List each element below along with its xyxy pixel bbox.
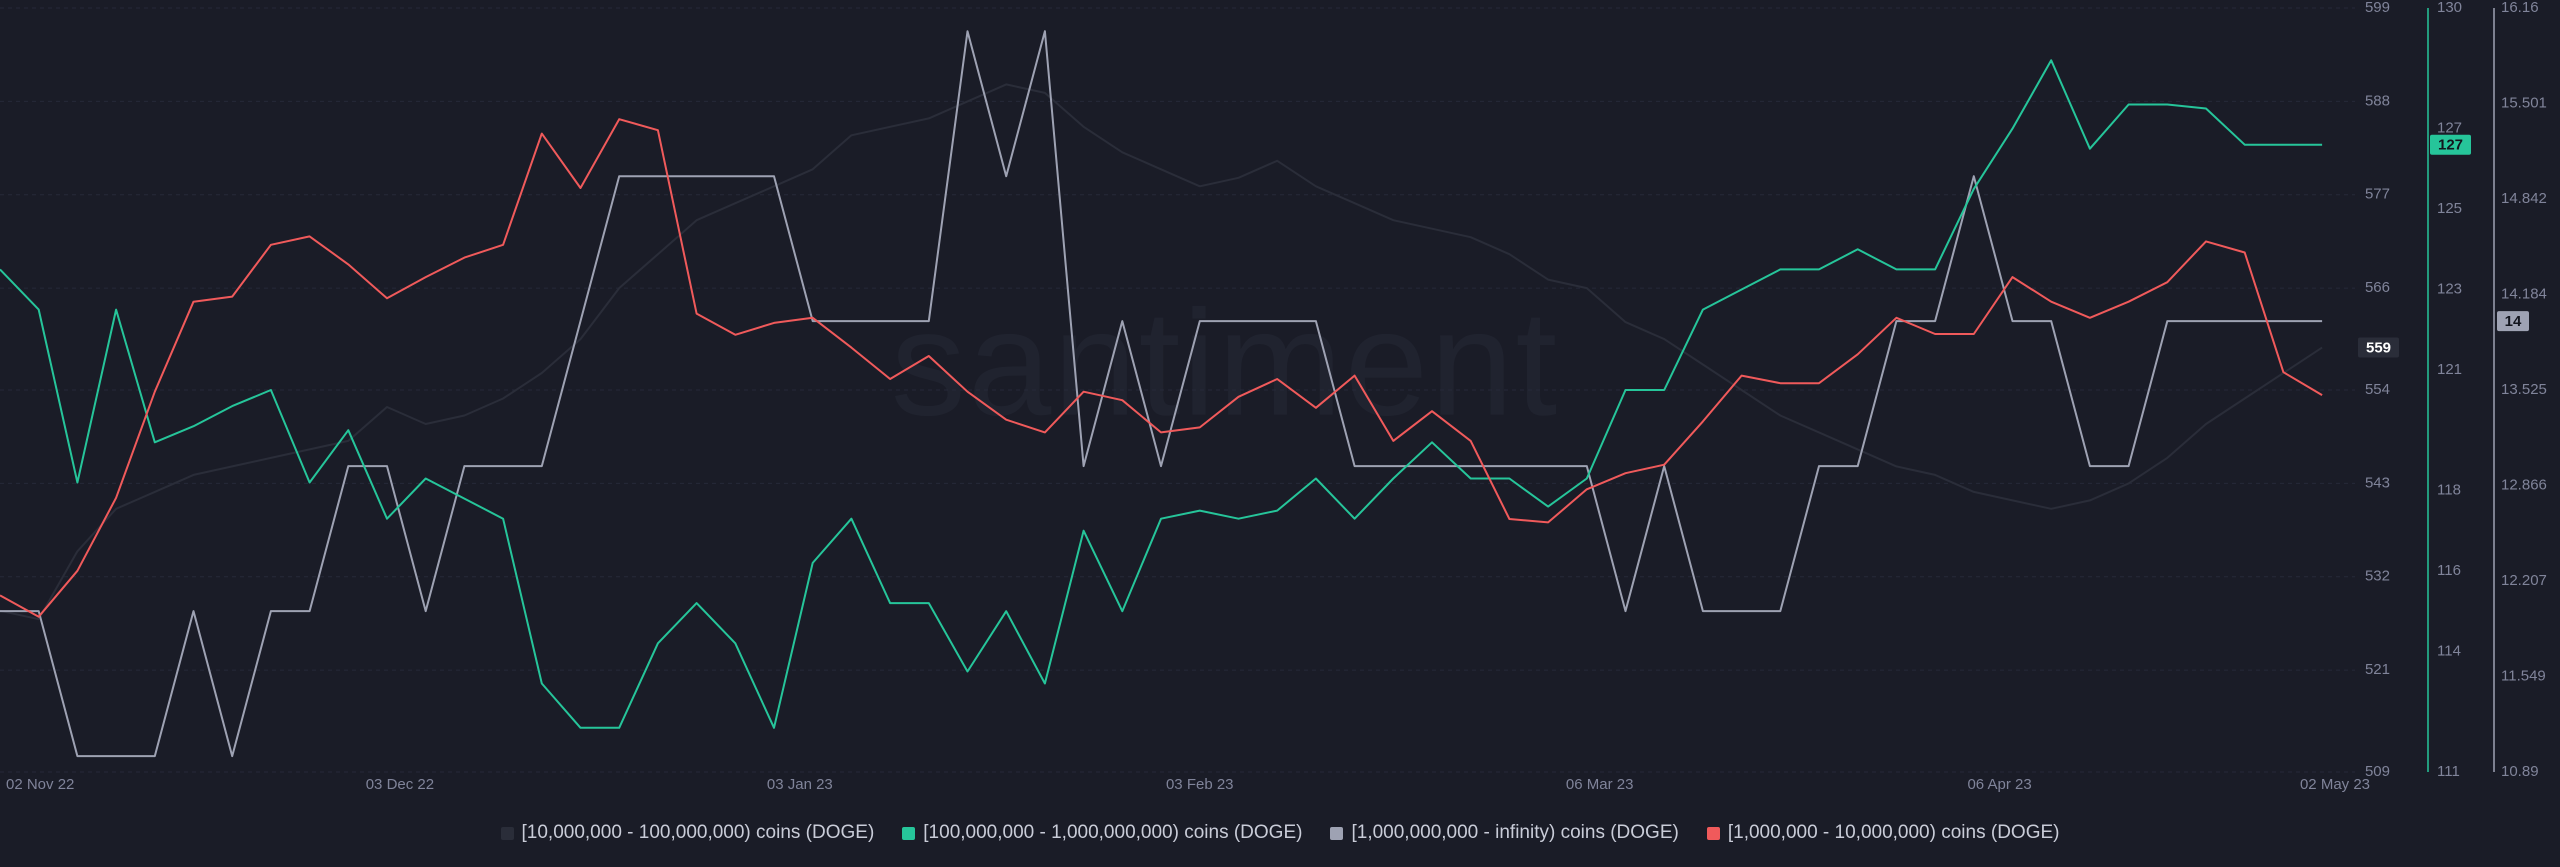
x-tick-label: 03 Jan 23 — [767, 776, 833, 793]
y2-tick-label: 114 — [2437, 642, 2461, 659]
y3-tick-label: 16.16 — [2501, 0, 2539, 16]
legend-label: [100,000,000 - 1,000,000,000) coins (DOG… — [923, 822, 1303, 843]
end-label: 559 — [2366, 340, 2391, 357]
y3-tick-label: 15.501 — [2501, 95, 2547, 112]
legend-item[interactable]: [1,000,000,000 - infinity) coins (DOGE) — [1330, 822, 1679, 844]
y3-tick-label: 12.866 — [2501, 477, 2547, 494]
series-line — [0, 83, 2323, 621]
legend-item[interactable]: [1,000,000 - 10,000,000) coins (DOGE) — [1706, 822, 2060, 844]
legend-label: [1,000,000,000 - infinity) coins (DOGE) — [1351, 822, 1679, 843]
y2-tick-label: 111 — [2437, 763, 2460, 780]
x-tick-label: 02 May 23 — [2300, 776, 2370, 793]
y-tick-label: 543 — [2365, 474, 2390, 491]
chart: santiment 599 588 577 566 554 543 532 521 509 130… — [0, 0, 2547, 793]
legend-item[interactable]: [10,000,000 - 100,000,000) coins (DOGE) — [500, 822, 875, 844]
y-tick-label: 509 — [2365, 763, 2390, 780]
x-tick-label: 02 Nov 22 — [6, 776, 74, 793]
y-tick-label: 599 — [2365, 0, 2390, 16]
y-tick-label: 554 — [2365, 381, 2390, 398]
y-tick-label: 521 — [2365, 661, 2390, 678]
y-tick-label: 588 — [2365, 92, 2390, 109]
y-tick-label: 577 — [2365, 186, 2390, 203]
x-tick-label: 03 Dec 22 — [366, 776, 434, 793]
x-tick-label: 03 Feb 23 — [1166, 776, 1234, 793]
legend: [10,000,000 - 100,000,000) coins (DOGE) [… — [0, 818, 2560, 848]
y3-tick-label: 14.842 — [2501, 190, 2547, 207]
legend-label: [1,000,000 - 10,000,000) coins (DOGE) — [1727, 822, 2060, 843]
series-line — [0, 118, 2323, 618]
legend-swatch — [500, 826, 514, 840]
legend-swatch — [1330, 826, 1344, 840]
y2-tick-label: 130 — [2437, 0, 2462, 16]
y2-tick-label: 127 — [2437, 120, 2462, 137]
y2-tick-label: 125 — [2437, 200, 2462, 217]
x-tick-label: 06 Apr 23 — [1967, 776, 2031, 793]
end-label: 127 — [2438, 137, 2463, 154]
legend-item[interactable]: [100,000,000 - 1,000,000,000) coins (DOG… — [902, 822, 1302, 844]
y3-tick-label: 14.184 — [2501, 285, 2547, 302]
y2-tick-label: 123 — [2437, 280, 2462, 297]
legend-swatch — [902, 826, 916, 840]
legend-label: [10,000,000 - 100,000,000) coins (DOGE) — [521, 822, 875, 843]
x-tick-label: 06 Mar 23 — [1566, 776, 1634, 793]
end-label-box — [2358, 337, 2399, 358]
y2-tick-label: 121 — [2437, 361, 2462, 378]
y3-tick-label: 11.549 — [2501, 667, 2546, 684]
end-label-box — [2497, 311, 2529, 332]
y3-tick-label: 10.89 — [2501, 763, 2539, 780]
y2-tick-label: 116 — [2437, 562, 2461, 579]
y3-tick-label: 13.525 — [2501, 381, 2547, 398]
legend-swatch — [1706, 826, 1720, 840]
y-tick-label: 532 — [2365, 568, 2390, 585]
y2-tick-label: 118 — [2437, 481, 2461, 498]
end-label-box — [2430, 134, 2471, 155]
series-line — [0, 59, 2323, 729]
watermark: santiment — [891, 279, 1559, 447]
series-line — [0, 30, 2323, 758]
y-tick-label: 566 — [2365, 279, 2390, 296]
end-label: 14 — [2505, 313, 2522, 330]
y3-tick-label: 12.207 — [2501, 572, 2547, 589]
